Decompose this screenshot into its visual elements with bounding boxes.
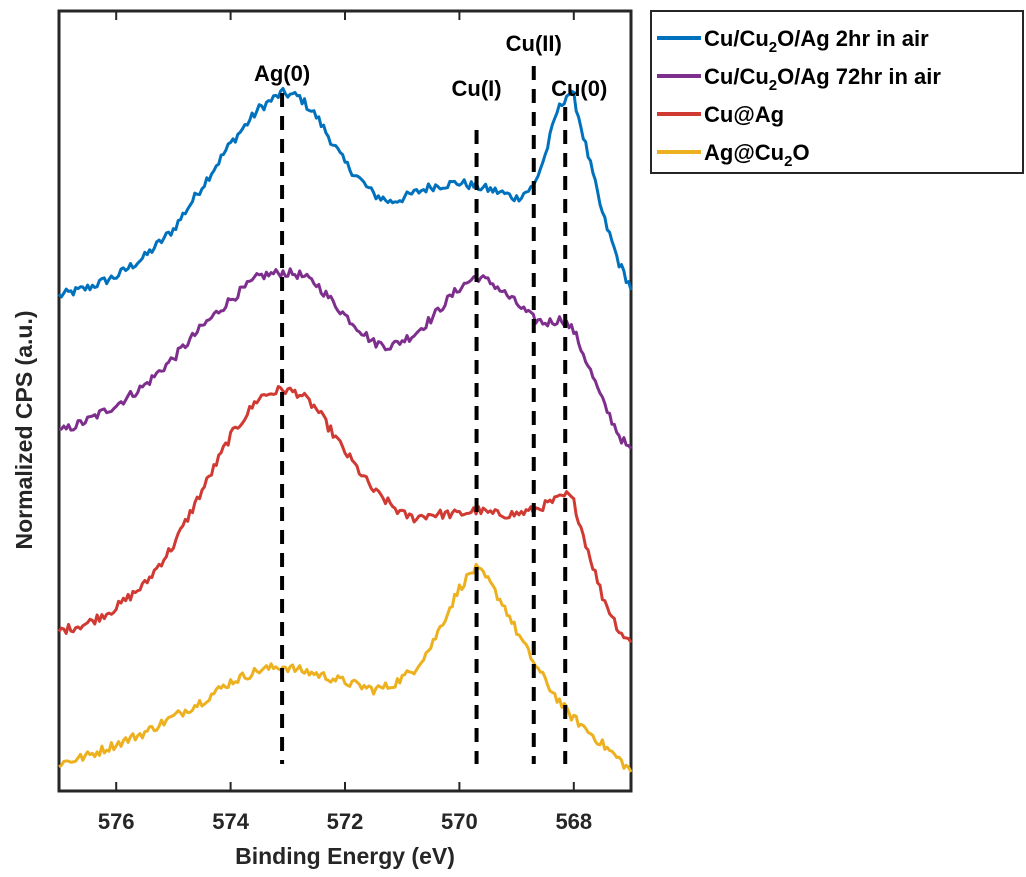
legend-label-2: Cu/Cu2O/Ag 72hr in air xyxy=(704,64,941,94)
x-tick-label: 568 xyxy=(555,809,592,834)
x-tick-label: 576 xyxy=(98,809,135,834)
x-tick-label: 574 xyxy=(212,809,249,834)
annotation-lines: Ag(0) Cu(I)Cu(II) Cu(0) xyxy=(254,31,607,764)
x-axis-title: Binding Energy (eV) xyxy=(235,843,455,869)
ref-label-2: Cu(I) xyxy=(452,76,502,101)
legend: Cu/Cu2O/Ag 2hr in air Cu/Cu2O/Ag 72hr in … xyxy=(650,10,1024,174)
plot-frame xyxy=(57,9,633,793)
legend-label-3: Cu@Ag xyxy=(704,102,784,127)
ref-label-1: Ag(0) xyxy=(254,61,310,86)
y-axis-title: Normalized CPS (a.u.) xyxy=(11,311,37,550)
x-tick-label: 570 xyxy=(441,809,478,834)
series-line-1 xyxy=(57,87,633,299)
legend-label-4: Ag@Cu2O xyxy=(704,140,810,170)
legend-label-1: Cu/Cu2O/Ag 2hr in air xyxy=(704,26,929,56)
ref-label-4: Cu(0) xyxy=(551,76,607,101)
ref-label-3: Cu(II) xyxy=(506,31,562,56)
legend-items: Cu/Cu2O/Ag 2hr in air Cu/Cu2O/Ag 72hr in … xyxy=(657,26,941,170)
x-axis-ticks: 576 574 572 570 568 xyxy=(98,11,592,834)
legend-box xyxy=(650,10,1024,174)
x-tick-label: 572 xyxy=(327,809,364,834)
